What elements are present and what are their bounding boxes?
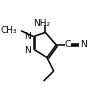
Text: N: N [81, 40, 87, 49]
Text: N: N [24, 32, 31, 41]
Text: N: N [24, 46, 31, 55]
Text: NH₂: NH₂ [33, 19, 50, 28]
Text: CH₃: CH₃ [1, 26, 18, 35]
Text: C: C [65, 40, 71, 49]
